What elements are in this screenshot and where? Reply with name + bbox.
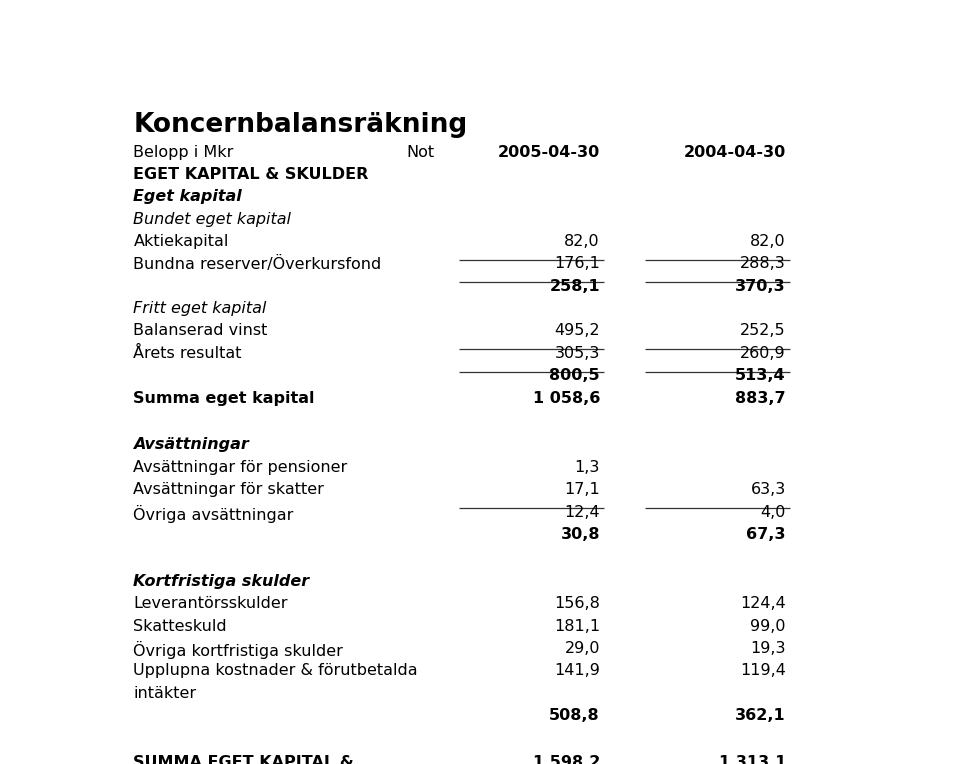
Text: 141,9: 141,9 xyxy=(554,663,600,678)
Text: Aktiekapital: Aktiekapital xyxy=(133,234,228,249)
Text: SUMMA EGET KAPITAL &: SUMMA EGET KAPITAL & xyxy=(133,755,354,764)
Text: 508,8: 508,8 xyxy=(549,708,600,723)
Text: Balanserad vinst: Balanserad vinst xyxy=(133,323,268,338)
Text: 260,9: 260,9 xyxy=(740,346,786,361)
Text: Årets resultat: Årets resultat xyxy=(133,346,242,361)
Text: Kortfristiga skulder: Kortfristiga skulder xyxy=(133,574,309,589)
Text: Summa eget kapital: Summa eget kapital xyxy=(133,390,315,406)
Text: Bundet eget kapital: Bundet eget kapital xyxy=(133,212,292,227)
Text: 495,2: 495,2 xyxy=(554,323,600,338)
Text: 1 058,6: 1 058,6 xyxy=(533,390,600,406)
Text: 370,3: 370,3 xyxy=(735,279,786,293)
Text: 19,3: 19,3 xyxy=(751,641,786,656)
Text: 82,0: 82,0 xyxy=(751,234,786,249)
Text: 362,1: 362,1 xyxy=(735,708,786,723)
Text: Fritt eget kapital: Fritt eget kapital xyxy=(133,301,267,316)
Text: 176,1: 176,1 xyxy=(554,257,600,271)
Text: Eget kapital: Eget kapital xyxy=(133,189,242,204)
Text: Belopp i Mkr: Belopp i Mkr xyxy=(133,144,234,160)
Text: Not: Not xyxy=(406,144,435,160)
Text: 67,3: 67,3 xyxy=(746,527,786,542)
Text: Övriga avsättningar: Övriga avsättningar xyxy=(133,504,294,523)
Text: 82,0: 82,0 xyxy=(564,234,600,249)
Text: 4,0: 4,0 xyxy=(760,504,786,520)
Text: 1 313,1: 1 313,1 xyxy=(718,755,786,764)
Text: 305,3: 305,3 xyxy=(555,346,600,361)
Text: Övriga kortfristiga skulder: Övriga kortfristiga skulder xyxy=(133,641,344,659)
Text: 119,4: 119,4 xyxy=(740,663,786,678)
Text: 12,4: 12,4 xyxy=(564,504,600,520)
Text: 156,8: 156,8 xyxy=(554,596,600,611)
Text: Upplupna kostnader & förutbetalda: Upplupna kostnader & förutbetalda xyxy=(133,663,418,678)
Text: intäkter: intäkter xyxy=(133,685,197,701)
Text: 17,1: 17,1 xyxy=(564,482,600,497)
Text: Avsättningar för pensioner: Avsättningar för pensioner xyxy=(133,460,348,474)
Text: 513,4: 513,4 xyxy=(735,368,786,384)
Text: 29,0: 29,0 xyxy=(564,641,600,656)
Text: 2004-04-30: 2004-04-30 xyxy=(684,144,786,160)
Text: Koncernbalansräkning: Koncernbalansräkning xyxy=(133,112,468,138)
Text: 800,5: 800,5 xyxy=(549,368,600,384)
Text: 288,3: 288,3 xyxy=(740,257,786,271)
Text: 1,3: 1,3 xyxy=(574,460,600,474)
Text: 252,5: 252,5 xyxy=(740,323,786,338)
Text: EGET KAPITAL & SKULDER: EGET KAPITAL & SKULDER xyxy=(133,167,369,182)
Text: Avsättningar: Avsättningar xyxy=(133,438,250,452)
Text: 30,8: 30,8 xyxy=(561,527,600,542)
Text: 63,3: 63,3 xyxy=(751,482,786,497)
Text: Avsättningar för skatter: Avsättningar för skatter xyxy=(133,482,324,497)
Text: Skatteskuld: Skatteskuld xyxy=(133,619,227,633)
Text: Bundna reserver/Överkursfond: Bundna reserver/Överkursfond xyxy=(133,257,382,273)
Text: 2005-04-30: 2005-04-30 xyxy=(497,144,600,160)
Text: 258,1: 258,1 xyxy=(549,279,600,293)
Text: 124,4: 124,4 xyxy=(740,596,786,611)
Text: Leverantörsskulder: Leverantörsskulder xyxy=(133,596,288,611)
Text: 99,0: 99,0 xyxy=(751,619,786,633)
Text: 181,1: 181,1 xyxy=(554,619,600,633)
Text: 883,7: 883,7 xyxy=(735,390,786,406)
Text: 1 598,2: 1 598,2 xyxy=(533,755,600,764)
